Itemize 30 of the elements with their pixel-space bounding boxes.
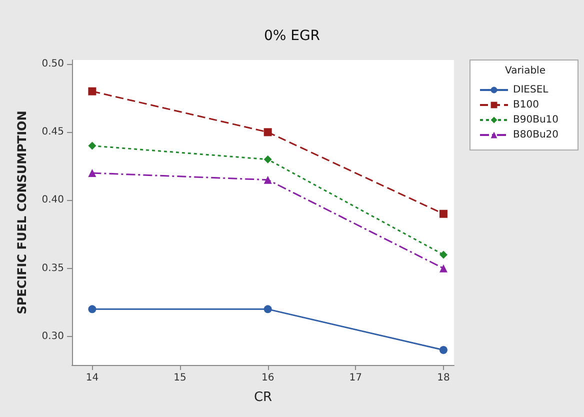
x-tick-label: 18 [437, 372, 450, 384]
legend-title: Variable [505, 66, 546, 76]
x-tick-label: 14 [86, 372, 99, 384]
y-tick-label: 0.45 [42, 126, 64, 138]
legend-label: B90Bu10 [513, 114, 559, 126]
legend-label: B80Bu20 [513, 130, 559, 140]
y-tick-label: 0.50 [42, 58, 64, 70]
point [439, 250, 448, 259]
x-tick-label: 15 [174, 372, 186, 384]
y-tick-label: 0.35 [42, 262, 64, 274]
point [88, 142, 96, 150]
point [264, 305, 272, 314]
x-tick-label: 17 [349, 372, 362, 384]
chart-title: 0% EGR [264, 28, 320, 44]
point [264, 128, 272, 136]
legend-label: B100 [513, 100, 539, 110]
y-tick-label: 0.30 [42, 330, 64, 342]
point [88, 305, 96, 314]
point [88, 87, 96, 96]
legend-label: DIESEL [513, 84, 549, 96]
point [88, 169, 96, 178]
point [439, 210, 448, 218]
y-axis-title: SPECIFIC FUEL CONSUMPTION [15, 110, 29, 314]
point [439, 346, 448, 354]
x-axis-title: CR [254, 390, 272, 405]
y-tick-label: 0.40 [42, 194, 64, 206]
point [439, 264, 448, 272]
point [264, 155, 272, 164]
x-tick-label: 16 [261, 372, 274, 384]
point [264, 176, 272, 184]
